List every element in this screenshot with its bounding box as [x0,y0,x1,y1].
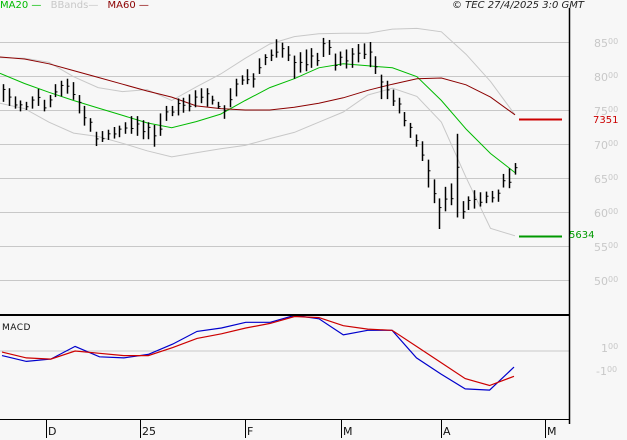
macd-panel-title: MACD [2,323,31,333]
x-axis-label: M [343,425,353,438]
signal-line [1,315,515,387]
moving-averages [0,56,516,173]
bband-lower-price-tag: 5634 [569,230,595,241]
ma20-line [0,63,516,173]
macd-axis-label: 100 [601,342,619,355]
ma60-line [0,56,516,116]
ma60-price-tag: 7351 [593,115,619,126]
price-axis-label: 6500 [594,173,619,186]
legend-ma60: MA60 — [107,0,149,11]
macd-axis-label: -100 [596,365,618,378]
price-axis-label: 5500 [594,241,619,254]
x-axis-label: 25 [142,425,156,438]
price-axis-label: 7000 [594,139,619,152]
bbands-upper-line [0,27,516,116]
price-axis-label: 8500 [594,37,619,50]
x-axis-label: D [48,425,57,438]
bbands-lower-line [0,87,516,237]
price-axis-label: 7500 [594,105,619,118]
x-axis-ticks [46,420,546,438]
bollinger-bands [0,27,516,237]
price-bars [2,37,518,229]
price-axis-label: 8000 [594,71,619,84]
price-axis-label: 6000 [594,207,619,220]
price-axis-label: 5000 [594,275,619,288]
legend-ma20: MA20 — [0,0,42,11]
x-axis-label: M [547,425,557,438]
legend-bbands: BBands— [50,0,99,11]
macd-line [1,314,515,391]
copyright-timestamp: © TEC 27/4/2025 3:0 GMT [452,0,584,11]
price-gridlines [0,42,569,281]
x-axis-label: F [247,425,254,438]
legend-ma60-label: MA60 [107,0,136,11]
x-axis-label: A [443,425,451,438]
macd-lines [1,314,515,391]
chart-legend: MA20 — BBands— MA60 — [0,0,155,12]
legend-bbands-label: BBands [50,0,89,11]
legend-ma20-label: MA20 [0,0,29,11]
